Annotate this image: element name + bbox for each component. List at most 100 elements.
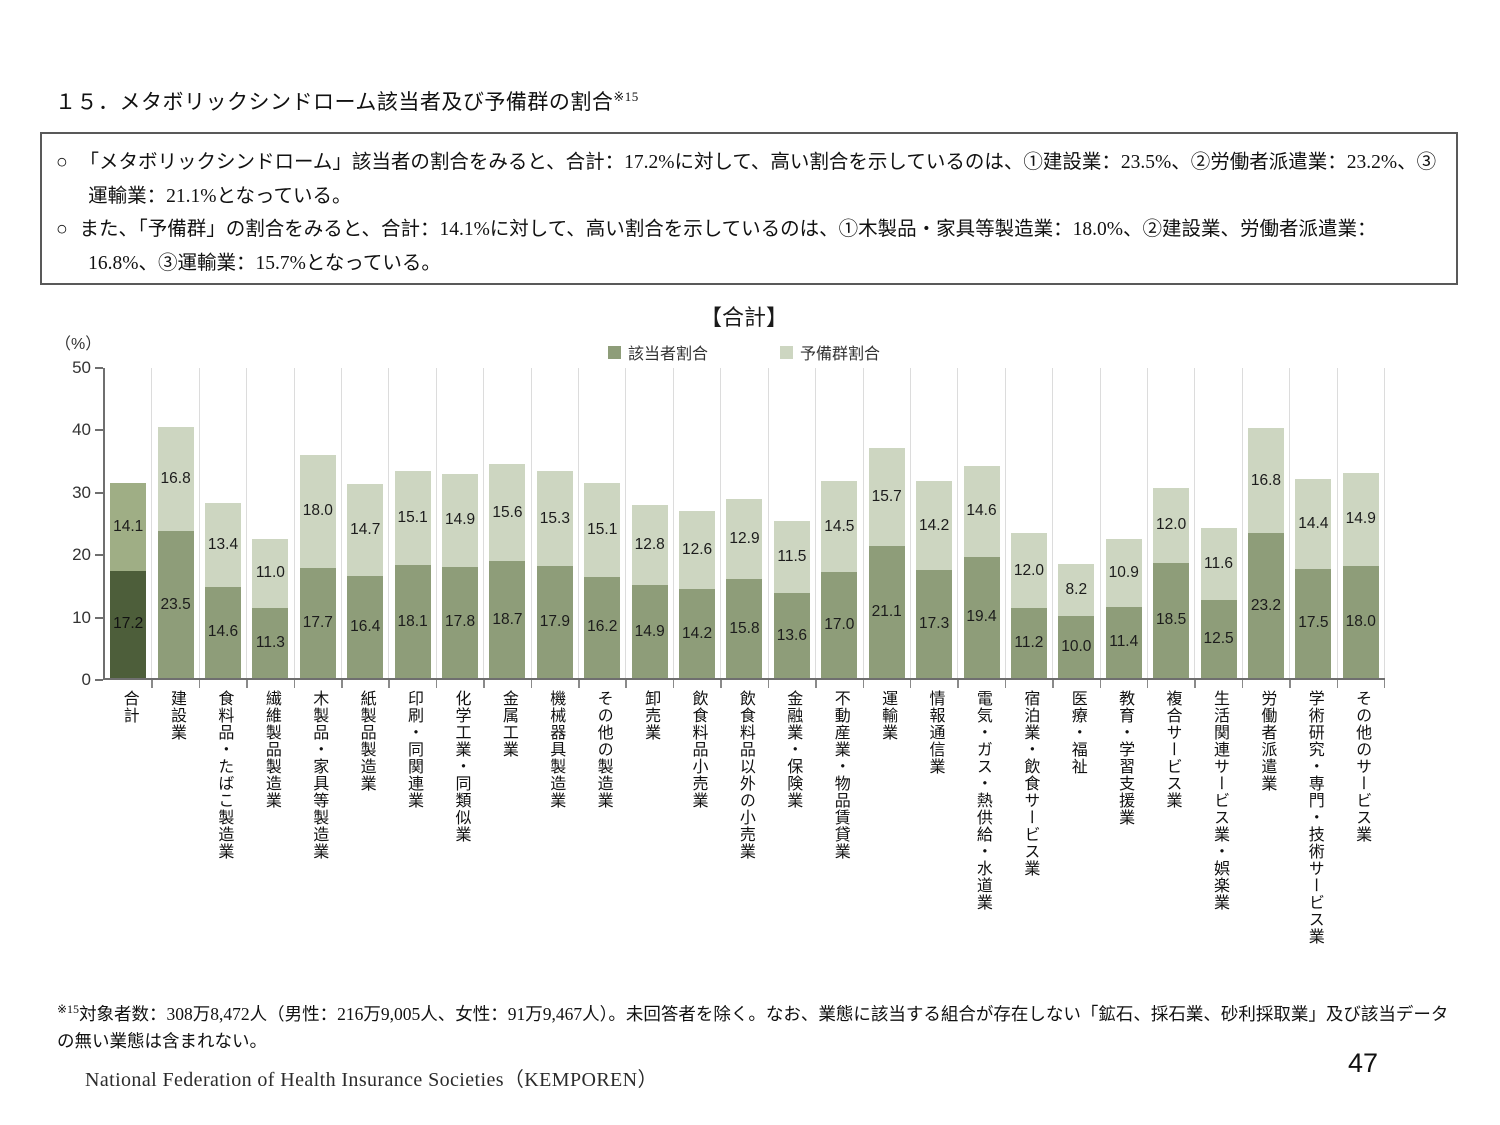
bar-segment-applicable: 17.5 <box>1295 568 1332 678</box>
stacked-bar: 16.8 23.2 <box>1247 428 1284 678</box>
page-number: 47 <box>1348 1048 1379 1078</box>
stacked-bar: 14.1 17.2 <box>110 482 147 678</box>
stacked-bar: 13.4 14.6 <box>205 503 242 678</box>
x-axis-category-label: 食料品・たばこ製造業 <box>215 690 233 860</box>
category-slot: 16.8 23.2 労働者派遣業 <box>1243 368 1292 792</box>
category-slot: 11.5 13.6 金融業・保険業 <box>769 368 818 809</box>
stacked-bar: 14.4 17.5 <box>1295 478 1332 678</box>
stacked-bar: 18.0 17.7 <box>299 455 336 678</box>
stacked-bar: 14.7 16.4 <box>347 483 384 678</box>
bar-segment-reserve-group: 10.9 <box>1105 538 1142 607</box>
legend-swatch-main <box>607 345 621 359</box>
y-tick-label: 0 <box>81 670 91 689</box>
x-axis-category-label: 生活関連サービス業・娯楽業 <box>1210 690 1228 911</box>
x-axis-category-label: 化学工業・同類似業 <box>452 690 470 843</box>
x-axis-category-label: 学術研究・専門・技術サービス業 <box>1305 690 1323 945</box>
bar-segment-applicable: 16.2 <box>584 576 621 678</box>
category-slot: 14.9 18.0 その他のサービス業 <box>1338 368 1386 843</box>
bar-segment-applicable: 17.3 <box>916 570 953 678</box>
x-axis-category-label: 情報通信業 <box>926 690 944 775</box>
stacked-bar: 16.8 23.5 <box>157 426 194 678</box>
bar-segment-applicable: 23.5 <box>157 531 194 678</box>
bar-segment-reserve-group: 12.0 <box>1153 487 1190 563</box>
bar-segment-applicable: 17.2 <box>110 570 147 678</box>
stacked-bar: 15.1 16.2 <box>584 482 621 678</box>
bar-segment-applicable: 18.0 <box>1342 565 1379 678</box>
y-tick-label: 10 <box>72 607 91 627</box>
bar-segment-applicable: 17.8 <box>442 566 479 678</box>
category-slot: 12.8 14.9 卸売業 <box>626 368 675 741</box>
summary-bullet-2-text: また、「予備群」の割合をみると、合計：14.1%に対して、高い割合を示しているの… <box>79 219 1377 274</box>
y-tick-mark <box>95 679 103 681</box>
category-slot: 16.8 23.5 建設業 <box>152 368 201 741</box>
stacked-bar-chart: 【合計】 （%） 該当者割合 予備群割合 0 10 20 30 40 50 14.1 17.… <box>0 296 1500 996</box>
bar-segment-applicable: 10.0 <box>1058 615 1095 678</box>
x-axis-category-label: 教育・学習支援業 <box>1116 690 1134 826</box>
bar-segment-reserve-group: 14.9 <box>442 473 479 567</box>
stacked-bar: 10.9 11.4 <box>1105 538 1142 678</box>
category-slot: 14.7 16.4 紙製品製造業 <box>342 368 391 792</box>
legend-label-main: 該当者割合 <box>627 346 708 363</box>
bar-segment-reserve-group: 16.8 <box>1247 428 1284 534</box>
legend-item-main: 該当者割合 <box>607 340 708 364</box>
bar-segment-reserve-group: 12.9 <box>726 498 763 580</box>
chart-legend: 該当者割合 予備群割合 <box>103 340 1385 364</box>
x-axis-category-label: 木製品・家具等製造業 <box>310 690 328 860</box>
bar-segment-applicable: 21.1 <box>868 546 905 678</box>
x-axis-category-label: 金融業・保険業 <box>784 690 802 809</box>
category-slot: 14.5 17.0 不動産業・物品賃貸業 <box>816 368 865 860</box>
y-tick-mark <box>95 367 103 369</box>
bar-segment-reserve-group: 14.1 <box>110 482 147 571</box>
summary-bullet-2: ○ また、「予備群」の割合をみると、合計：14.1%に対して、高い割合を示している… <box>56 213 1440 280</box>
bar-segment-reserve-group: 15.1 <box>394 470 431 566</box>
x-axis-category-label: 紙製品製造業 <box>357 690 375 792</box>
bar-segment-applicable: 14.9 <box>631 585 668 678</box>
bar-segment-reserve-group: 14.2 <box>916 481 953 571</box>
category-slot: 10.9 11.4 教育・学習支援業 <box>1101 368 1149 826</box>
x-axis-category-label: 電気・ガス・熱供給・水道業 <box>973 690 991 911</box>
bar-segment-reserve-group: 14.5 <box>821 481 858 572</box>
bar-segment-applicable: 17.7 <box>299 567 336 678</box>
x-axis-category-label: その他のサービス業 <box>1353 690 1371 843</box>
category-slot: 15.3 17.9 機械器具製造業 <box>532 368 580 809</box>
footnote: ※15対象者数：308万8,472人（男性：216万9,005人、女性：91万9… <box>57 1000 1461 1055</box>
category-slot: 12.6 14.2 飲食料品小売業 <box>674 368 723 809</box>
footnote-text: 対象者数：308万8,472人（男性：216万9,005人、女性：91万9,46… <box>57 1003 1449 1051</box>
bar-segment-reserve-group: 11.6 <box>1200 527 1237 600</box>
footnote-ref: ※15 <box>57 1002 80 1016</box>
bar-segment-reserve-group: 15.6 <box>489 463 526 562</box>
bar-segment-applicable: 23.2 <box>1247 533 1284 678</box>
plot-area: 14.1 17.2 合計 16.8 23.5 建設業 13.4 14.6 食料品・たばこ製造業 1… <box>103 368 1386 945</box>
category-slot: 15.6 18.7 金属工業 <box>484 368 533 758</box>
bar-segment-applicable: 17.9 <box>536 566 573 678</box>
x-axis-category-label: 飲食料品小売業 <box>689 690 707 809</box>
legend-item-sub: 予備群割合 <box>780 340 880 364</box>
stacked-bar: 14.2 17.3 <box>916 481 953 678</box>
stacked-bar: 12.6 14.2 <box>679 510 716 678</box>
stacked-bar: 11.6 12.5 <box>1200 527 1237 678</box>
bullet-marker: ○ <box>56 219 68 241</box>
bar-segment-reserve-group: 14.6 <box>963 465 1000 557</box>
x-axis-category-label: その他の製造業 <box>594 690 612 809</box>
x-axis-category-label: 金属工業 <box>499 690 517 758</box>
category-slot: 11.0 11.3 繊維製品製造業 <box>247 368 296 809</box>
y-tick-mark <box>95 616 103 619</box>
summary-bullet-1: ○ 「メタボリックシンドローム」該当者の割合をみると、合計：17.2%に対して、高… <box>56 146 1440 213</box>
x-axis-category-label: 複合サービス業 <box>1163 690 1181 809</box>
x-axis-category-label: 建設業 <box>168 690 186 741</box>
stacked-bar: 14.5 17.0 <box>821 481 858 678</box>
stacked-bar: 15.3 17.9 <box>536 470 573 678</box>
y-tick-mark <box>95 491 103 494</box>
bar-segment-reserve-group: 11.0 <box>252 538 289 608</box>
bar-segment-reserve-group: 12.8 <box>631 505 668 586</box>
x-axis-category-label: 運輸業 <box>879 690 897 741</box>
category-slot: 15.1 16.2 その他の製造業 <box>579 368 628 809</box>
bar-segment-reserve-group: 12.0 <box>1010 533 1047 609</box>
organization-footer: National Federation of Health Insurance … <box>85 1069 658 1091</box>
bar-segment-applicable: 19.4 <box>963 556 1000 678</box>
bar-segment-reserve-group: 14.4 <box>1295 478 1332 569</box>
stacked-bar: 15.1 18.1 <box>394 470 431 678</box>
stacked-bar: 11.5 13.6 <box>773 521 810 678</box>
stacked-bar: 12.8 14.9 <box>631 505 668 678</box>
